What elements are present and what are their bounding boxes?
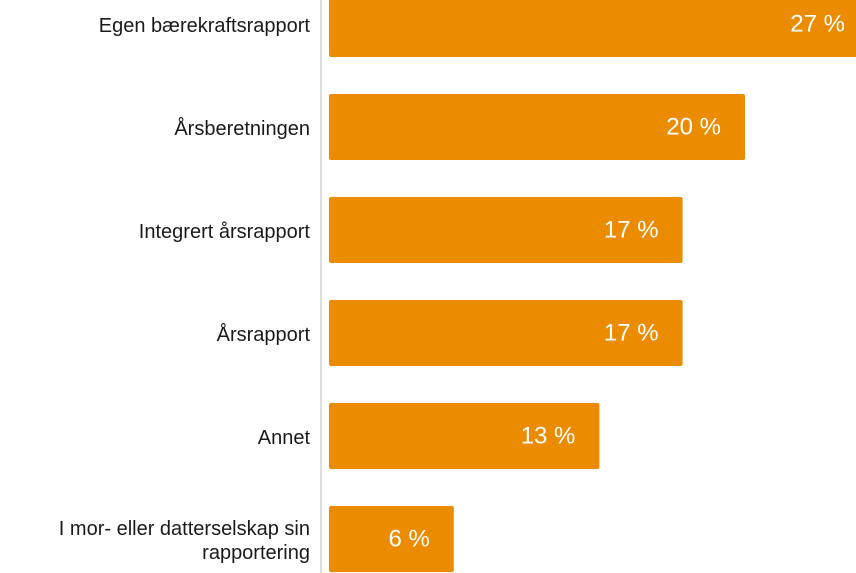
bar (329, 403, 600, 469)
value-label: 27 % (790, 10, 845, 37)
value-label: 20 % (666, 113, 721, 140)
value-label: 13 % (521, 422, 576, 449)
value-label: 6 % (388, 525, 429, 552)
category-label: Integrert årsrapport (138, 221, 310, 243)
value-label: 17 % (604, 216, 659, 243)
bar (329, 300, 683, 366)
bar (329, 506, 454, 572)
category-label: I mor- eller datterselskap sin rapporter… (58, 518, 310, 564)
category-label: Årsberetningen (174, 118, 310, 140)
bar (329, 94, 745, 160)
bar (329, 0, 856, 57)
bar (329, 197, 683, 263)
value-label: 17 % (604, 319, 659, 346)
category-label: Egen bærekraftsrapport (98, 15, 310, 37)
category-label: Årsrapport (216, 324, 310, 346)
category-label: Annet (257, 427, 310, 449)
